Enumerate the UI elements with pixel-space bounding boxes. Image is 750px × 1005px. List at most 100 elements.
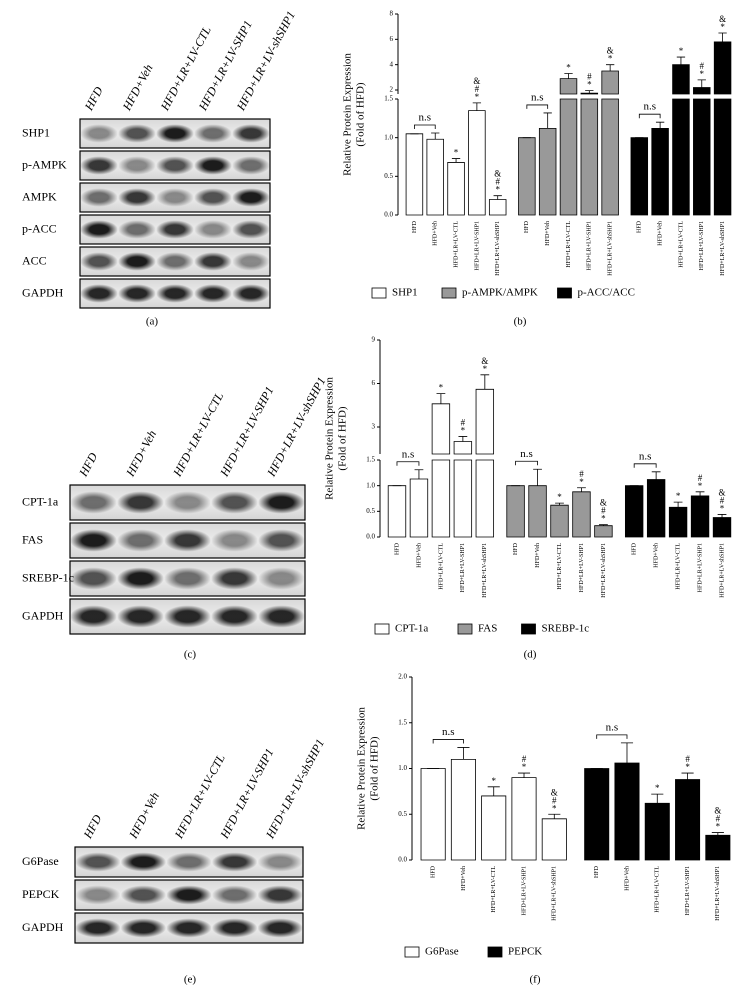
bar	[644, 802, 670, 861]
significance: *	[522, 762, 527, 772]
row-label: SREBP-1c	[22, 570, 74, 584]
error-bar	[493, 195, 502, 200]
row-label: CPT-1a	[22, 494, 59, 508]
significance: *	[475, 92, 480, 102]
y-tick-label: 6	[390, 35, 394, 43]
bar	[624, 485, 644, 538]
blot-band	[120, 852, 167, 872]
blot-band	[156, 220, 194, 239]
legend-label: p-ACC/ACC	[578, 287, 635, 299]
significance: #	[522, 754, 527, 764]
blot-band	[211, 529, 258, 552]
significance: *	[495, 185, 500, 195]
y-tick-label: 1.5	[384, 95, 393, 103]
x-tick-label: HFD+LR+LV-SHP1	[474, 221, 480, 270]
bar	[420, 768, 446, 861]
blot-band	[117, 605, 164, 628]
y-tick-label: 1.5	[366, 456, 375, 464]
significance: *	[676, 491, 681, 501]
bar	[712, 517, 732, 538]
x-tick-label: HFD	[431, 865, 437, 878]
row-label: GAPDH	[22, 608, 64, 622]
bar	[580, 92, 599, 216]
bar	[409, 478, 429, 538]
bar	[538, 127, 557, 216]
lane-label: HFD	[80, 812, 105, 842]
significance: #	[461, 417, 466, 427]
row-label: p-ACC	[22, 221, 57, 235]
x-tick-label: HFD+Veh	[654, 543, 660, 568]
bar	[651, 127, 669, 216]
bar	[550, 504, 569, 538]
x-tick-label: HFD+Veh	[535, 543, 541, 568]
lane-label: HFD+Veh	[123, 428, 159, 480]
x-tick-label: HFD	[394, 542, 400, 555]
legend-label: FAS	[478, 623, 497, 635]
significance: *	[698, 481, 703, 491]
legend-label: G6Pase	[425, 946, 459, 958]
bracket-label: n.s	[606, 721, 619, 733]
y-tick-label: 0.5	[366, 507, 375, 515]
x-tick-label: HFD+LR+LV-CTL	[438, 543, 444, 590]
blot-band	[211, 885, 258, 905]
blot-band	[194, 188, 232, 207]
legend-swatch	[371, 287, 387, 299]
significance: *	[685, 762, 690, 772]
x-tick-label: HFD+LR+LV-shSHP1	[495, 221, 501, 276]
blot-band	[166, 885, 212, 905]
blot-band	[70, 567, 117, 590]
x-tick-label: HFD+LR+LV-SHP1	[460, 543, 466, 592]
bar	[518, 137, 536, 216]
bracket	[396, 461, 420, 466]
bar	[584, 768, 610, 861]
blot-band	[164, 605, 211, 628]
error-bar	[472, 102, 482, 111]
x-tick-label: HFD+LR+LV-shSHP1	[719, 543, 725, 598]
blot-band	[194, 124, 232, 143]
legend-label: CPT-1a	[395, 623, 428, 635]
error-bar	[577, 487, 586, 492]
blot-band	[80, 220, 118, 239]
bar	[488, 199, 507, 216]
x-tick-label: HFD+LR+LV-shSHP1	[608, 221, 614, 276]
bar	[672, 64, 690, 216]
bar	[450, 758, 476, 861]
bar	[572, 491, 591, 538]
bar	[693, 87, 711, 216]
significance: *	[700, 69, 705, 79]
y-tick-label: 1.0	[384, 133, 393, 141]
y-axis-label: Relative Protein Expression	[356, 707, 368, 830]
error-bar	[673, 501, 683, 508]
x-tick-label: HFD+LR+LV-shSHP1	[601, 543, 607, 598]
bar	[675, 779, 701, 861]
x-tick-label: HFD+LR+LV-SHP1	[697, 543, 703, 592]
blot-band	[118, 124, 156, 143]
bar	[601, 70, 619, 216]
blot-band	[80, 188, 118, 207]
blot-band	[232, 188, 270, 207]
x-tick-label: HFD+LR+LV-SHP1	[579, 543, 585, 592]
error-bar	[585, 90, 594, 94]
significance: *	[655, 783, 660, 793]
legend-swatch	[521, 623, 536, 635]
x-tick-label: HFD+LR+LV-CTL	[566, 221, 572, 268]
blot-band	[257, 918, 304, 938]
y-tick-label: 9	[372, 336, 376, 344]
caption: (e)	[184, 974, 197, 986]
significance: *	[491, 776, 496, 786]
significance: #	[720, 495, 725, 505]
bracket	[638, 113, 661, 119]
legend-label: p-AMPK/AMPK	[462, 287, 538, 299]
x-tick-label: HFD	[594, 865, 600, 878]
blot-band	[156, 156, 194, 175]
x-tick-label: HFD+LR+LV-shSHP1	[552, 866, 558, 921]
significance: *	[720, 503, 725, 513]
blot-band	[118, 220, 156, 239]
blot-band	[194, 156, 232, 175]
y-tick-label: 1.0	[398, 764, 407, 772]
blot-band	[232, 124, 270, 143]
significance: #	[716, 814, 721, 824]
error-bar	[717, 514, 727, 518]
bar	[506, 485, 525, 538]
significance: &	[714, 806, 721, 816]
